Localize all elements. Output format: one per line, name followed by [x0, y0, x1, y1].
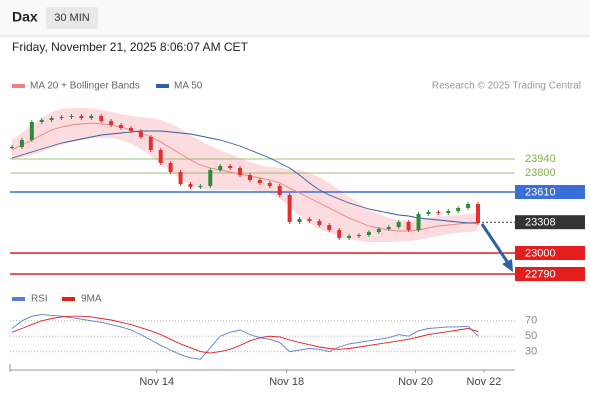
candle-body [188, 184, 193, 187]
interval-label[interactable]: 30 MIN [54, 12, 90, 24]
candle-body [39, 120, 44, 122]
candle-body [366, 232, 371, 235]
moving-average [11, 130, 478, 224]
price-level-label: 23940 [525, 153, 556, 165]
candle-body [99, 116, 104, 121]
candle-body [228, 166, 233, 168]
legend-label: MA 20 + Bollinger Bands [30, 81, 140, 92]
candle-body [317, 221, 322, 225]
chart-title: Friday, November 21, 2025 8:06:07 AM CET [12, 40, 249, 54]
price-level-label: 22790 [525, 268, 556, 280]
candle-body [119, 125, 124, 128]
candle-body [376, 229, 381, 232]
price-level-box [515, 215, 585, 230]
price-level-box [515, 246, 585, 260]
price-level-box [515, 185, 585, 199]
y-tick-label: 50 [525, 330, 537, 342]
candle-body [109, 121, 114, 125]
candle-body [466, 204, 471, 208]
candle-body [416, 214, 421, 230]
legend-swatch [12, 297, 25, 301]
candle-body [386, 227, 391, 229]
price-level-label: 23308 [525, 217, 556, 229]
legend-swatch [156, 84, 169, 88]
candle-body [29, 122, 34, 140]
top-bar [0, 0, 590, 36]
candle-body [89, 116, 94, 118]
candle-body [218, 166, 223, 170]
x-tick-label: Nov 14 [139, 376, 174, 388]
candle-body [406, 222, 411, 230]
candle-body [426, 212, 431, 214]
legend-label: RSI [31, 294, 48, 305]
candle-body [208, 170, 213, 186]
x-tick-label: Nov 22 [467, 376, 502, 388]
price-level-label: 23610 [525, 186, 556, 198]
candle-body [337, 230, 342, 238]
candle-body [257, 180, 262, 183]
candle-body [128, 128, 133, 131]
moving-average [11, 122, 479, 232]
y-tick-label: 70 [525, 315, 537, 327]
candle-body [396, 222, 401, 227]
legend-swatch [62, 297, 75, 301]
source: Research © 2025 Trading Central [432, 81, 581, 92]
candle-body [446, 211, 451, 213]
candle-body [277, 186, 282, 195]
candle-body [436, 212, 441, 213]
candle-body [287, 195, 292, 222]
candle-body [476, 204, 480, 223]
candle-body [59, 117, 64, 118]
candle-body [297, 219, 302, 222]
indicator-line [11, 315, 479, 354]
rsi-panel: RSI 9MA 70 50 30 [10, 294, 537, 360]
candle-body [138, 131, 143, 137]
candle-body [357, 235, 362, 236]
price-level-label: 23800 [525, 167, 556, 179]
candle-body [198, 186, 203, 187]
price-level-box [515, 267, 585, 281]
candle-body [307, 219, 312, 221]
candle-body [148, 137, 153, 150]
candle-body [247, 175, 252, 180]
legend-label: 9MA [81, 294, 102, 305]
candle-body [347, 236, 352, 238]
candle-body [168, 163, 173, 172]
price-level-label: 23000 [525, 247, 556, 259]
legend-swatch [12, 84, 25, 88]
candle-body [327, 225, 332, 230]
forecast-arrow-head [502, 259, 513, 272]
candle-body [79, 116, 84, 118]
interval-button[interactable] [46, 7, 98, 29]
forecast-arrow [480, 223, 510, 264]
candle-body [456, 208, 461, 211]
symbol: Dax [12, 9, 38, 25]
legend-label: MA 50 [174, 81, 203, 92]
candle-body [178, 172, 183, 184]
candle-body [49, 118, 54, 120]
y-tick-label: 30 [525, 346, 537, 358]
candle-body [69, 116, 74, 117]
x-tick-label: Nov 18 [269, 376, 304, 388]
candle-body [19, 140, 24, 147]
candle-body [238, 168, 243, 175]
indicator-line [11, 314, 479, 360]
price-panel: MA 20 + Bollinger Bands MA 50 23940 23800 23… [10, 81, 585, 281]
x-tick-label: Nov 20 [398, 376, 433, 388]
candle-body [158, 150, 163, 163]
candle-body [267, 183, 272, 186]
candle-body [10, 147, 14, 148]
